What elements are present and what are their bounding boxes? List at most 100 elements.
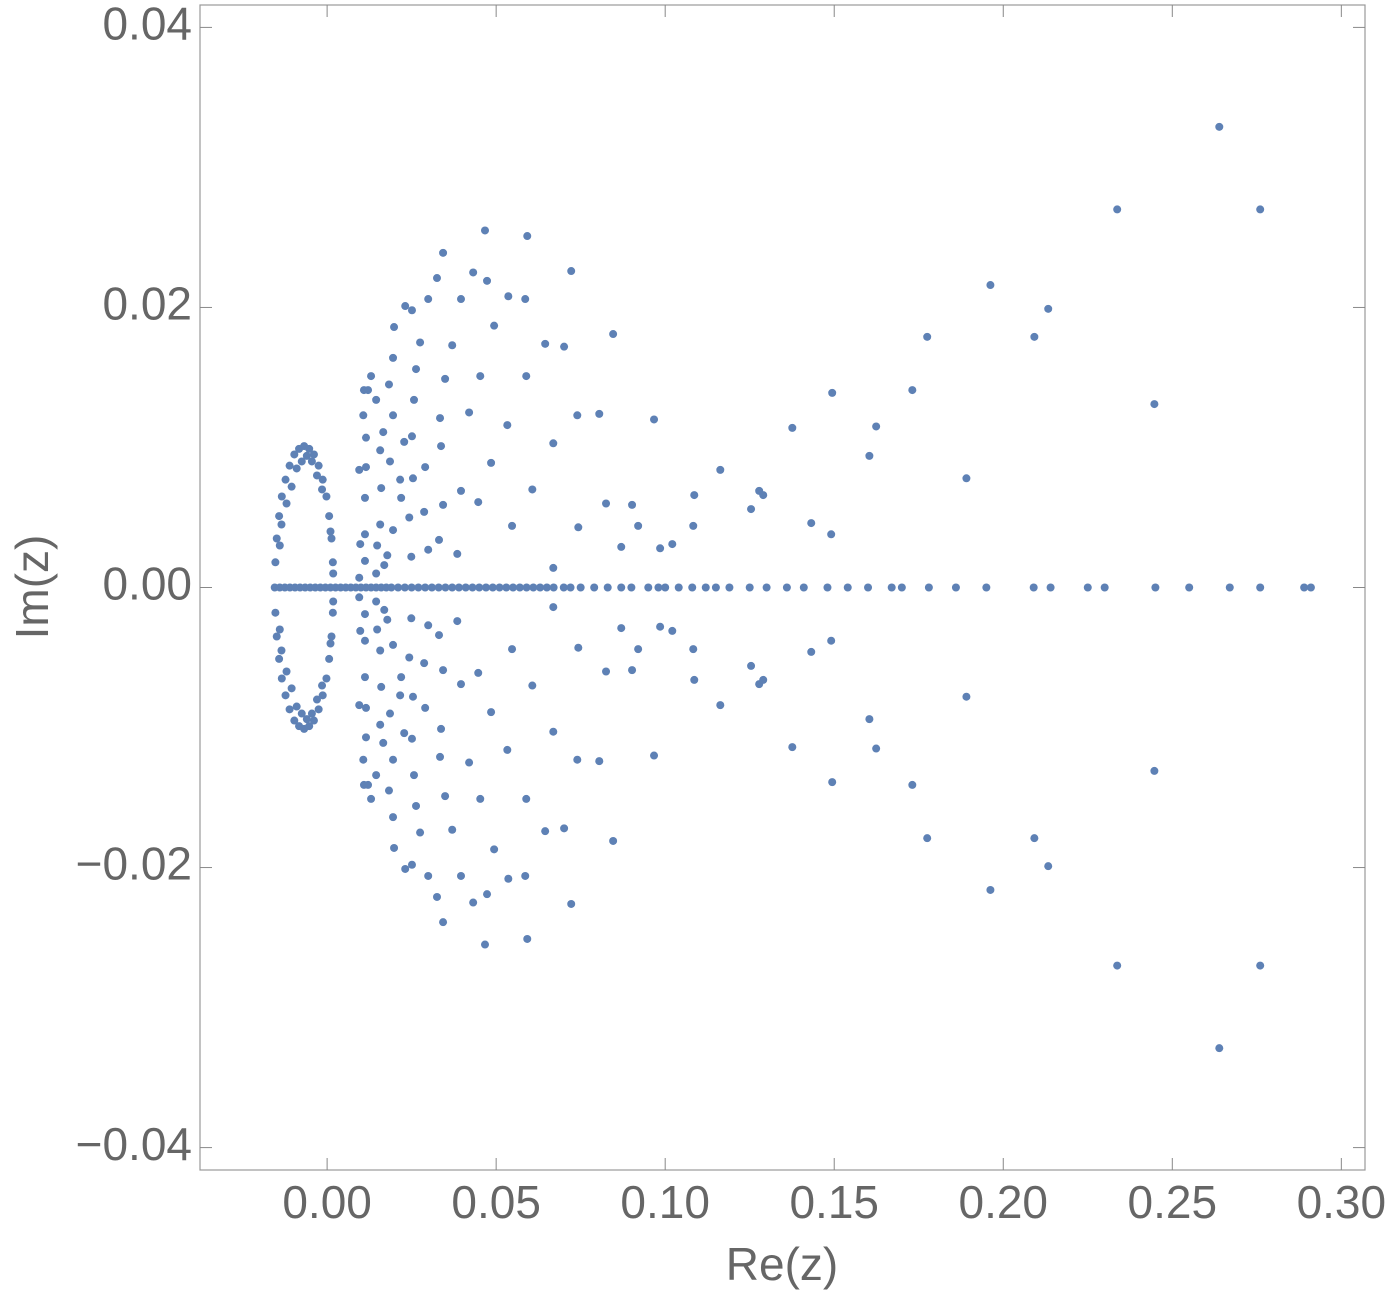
point bbox=[309, 716, 318, 725]
y-axis-label: Im(z) bbox=[6, 535, 58, 640]
point bbox=[424, 871, 433, 880]
point bbox=[1083, 583, 1092, 592]
point bbox=[285, 461, 294, 470]
point bbox=[1100, 583, 1109, 592]
point bbox=[372, 395, 381, 404]
point bbox=[650, 751, 659, 760]
point bbox=[325, 654, 334, 663]
point bbox=[1030, 834, 1039, 843]
point bbox=[595, 757, 604, 766]
point bbox=[476, 794, 485, 803]
point bbox=[469, 268, 478, 277]
point bbox=[872, 744, 881, 753]
point bbox=[549, 603, 558, 612]
point bbox=[799, 583, 808, 592]
point bbox=[689, 521, 698, 530]
point bbox=[495, 583, 504, 592]
point bbox=[309, 450, 318, 459]
point bbox=[508, 521, 517, 530]
point bbox=[1185, 583, 1194, 592]
point bbox=[407, 734, 416, 743]
point bbox=[361, 703, 370, 712]
point bbox=[1256, 205, 1265, 214]
point bbox=[897, 583, 906, 592]
point bbox=[373, 625, 382, 634]
point bbox=[528, 681, 537, 690]
point bbox=[275, 512, 284, 521]
point bbox=[807, 647, 816, 656]
point bbox=[329, 569, 338, 578]
point bbox=[908, 780, 917, 789]
point bbox=[396, 475, 405, 484]
point bbox=[521, 295, 530, 304]
point bbox=[1150, 766, 1159, 775]
point bbox=[307, 709, 316, 718]
point bbox=[465, 408, 474, 417]
point bbox=[469, 898, 478, 907]
point bbox=[282, 499, 291, 508]
point bbox=[408, 474, 417, 483]
point bbox=[595, 409, 604, 418]
point bbox=[627, 583, 636, 592]
point bbox=[383, 615, 392, 624]
point bbox=[490, 321, 499, 330]
point bbox=[549, 727, 558, 736]
point bbox=[297, 709, 306, 718]
point bbox=[367, 372, 376, 381]
point bbox=[828, 778, 837, 787]
y-tick-label: −0.04 bbox=[76, 1118, 192, 1170]
point bbox=[272, 534, 281, 543]
point bbox=[359, 411, 368, 420]
point bbox=[356, 540, 365, 549]
point bbox=[384, 786, 393, 795]
point bbox=[515, 583, 524, 592]
point bbox=[385, 709, 394, 718]
point bbox=[379, 738, 388, 747]
point bbox=[448, 341, 457, 350]
point bbox=[400, 729, 409, 738]
point bbox=[287, 684, 296, 693]
point bbox=[617, 542, 626, 551]
point bbox=[327, 632, 336, 641]
point bbox=[1215, 122, 1224, 131]
point bbox=[689, 645, 698, 654]
point bbox=[986, 885, 995, 894]
point bbox=[441, 792, 450, 801]
point bbox=[424, 545, 433, 554]
point bbox=[400, 437, 409, 446]
point bbox=[407, 552, 416, 561]
point bbox=[424, 621, 433, 630]
point bbox=[387, 583, 396, 592]
point bbox=[380, 605, 389, 614]
point bbox=[272, 632, 281, 641]
point bbox=[314, 705, 323, 714]
point bbox=[282, 667, 291, 676]
point bbox=[456, 871, 465, 880]
point bbox=[361, 733, 370, 742]
point bbox=[285, 705, 294, 714]
point bbox=[407, 306, 416, 315]
y-tick-label: −0.02 bbox=[76, 838, 192, 890]
point bbox=[668, 540, 677, 549]
x-tick-label: 0.05 bbox=[451, 1176, 541, 1228]
point bbox=[439, 248, 448, 257]
point bbox=[412, 365, 421, 374]
point bbox=[628, 500, 637, 509]
point bbox=[661, 583, 670, 592]
point bbox=[529, 583, 538, 592]
point bbox=[650, 415, 659, 424]
point bbox=[394, 583, 403, 592]
point bbox=[560, 824, 569, 833]
point bbox=[376, 446, 385, 455]
point bbox=[326, 527, 335, 536]
point bbox=[782, 583, 791, 592]
point bbox=[377, 484, 386, 493]
point bbox=[1113, 961, 1122, 970]
point bbox=[302, 451, 311, 460]
point bbox=[420, 507, 429, 516]
point bbox=[483, 276, 492, 285]
point bbox=[788, 423, 797, 432]
point bbox=[634, 521, 643, 530]
point bbox=[277, 646, 286, 655]
point bbox=[528, 485, 537, 494]
